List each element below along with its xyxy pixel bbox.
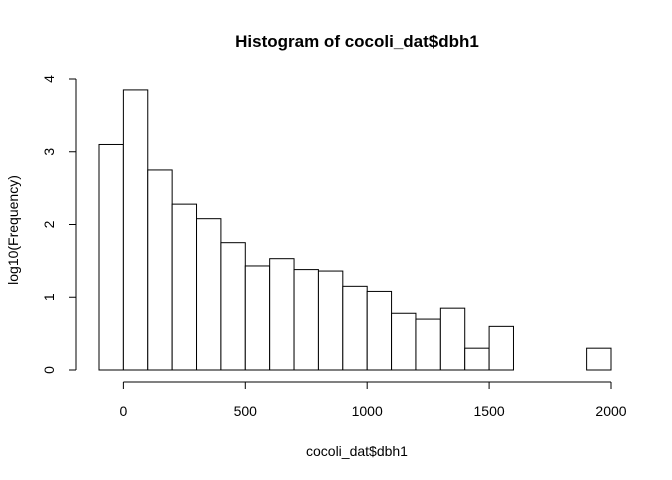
y-tick-label: 2	[41, 220, 57, 228]
histogram-bar	[171, 203, 198, 371]
histogram-bar	[586, 347, 612, 371]
histogram-bar	[293, 269, 319, 371]
histogram-bar	[342, 285, 368, 371]
histogram-bar	[415, 318, 441, 371]
histogram-bar	[439, 307, 466, 371]
y-axis-label: log10(Frequency)	[5, 175, 21, 285]
histogram-bar	[122, 89, 149, 371]
y-tick-label: 3	[41, 148, 57, 156]
y-tick-label: 0	[41, 366, 57, 374]
histogram-bar	[147, 169, 173, 371]
histogram-bar	[269, 258, 295, 371]
y-tick-label: 1	[41, 293, 57, 301]
histogram-bar	[464, 347, 490, 371]
x-tick-label: 500	[234, 403, 258, 419]
x-tick-label: 0	[119, 403, 127, 419]
histogram-bar	[196, 218, 222, 371]
histogram-bar	[391, 312, 417, 371]
chart-title: Histogram of cocoli_dat$dbh1	[235, 32, 479, 51]
y-axis: 0 1 2 3 4	[41, 75, 77, 374]
histogram-bar	[366, 290, 393, 371]
x-axis: 0 500 1000 1500 2000	[119, 381, 627, 419]
x-axis-label: cocoli_dat$dbh1	[306, 443, 408, 459]
histogram-bar	[220, 242, 246, 371]
histogram-bar	[98, 143, 124, 371]
x-tick-label: 2000	[595, 403, 626, 419]
histogram-bar	[317, 270, 344, 371]
bars-group	[98, 89, 612, 371]
histogram-bar	[488, 325, 514, 371]
x-tick-label: 1500	[474, 403, 505, 419]
x-tick-label: 1000	[352, 403, 383, 419]
histogram-bar	[244, 265, 271, 371]
y-tick-label: 4	[41, 75, 57, 83]
